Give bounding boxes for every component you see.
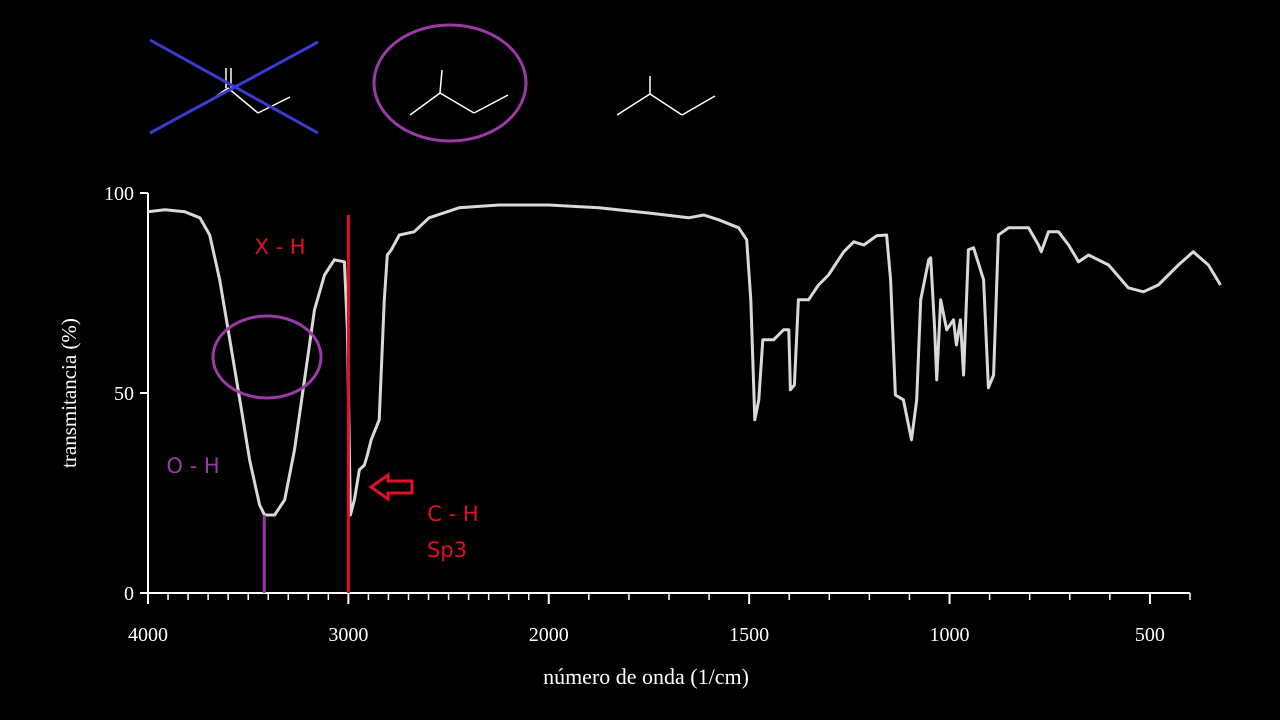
annotation: X - H bbox=[254, 235, 305, 259]
spectrum-line bbox=[147, 203, 1222, 517]
highlight-ellipse bbox=[211, 314, 323, 400]
annotation: C - H bbox=[427, 502, 478, 526]
structure-acid bbox=[204, 68, 291, 114]
x-tick-label: 500 bbox=[1135, 624, 1165, 646]
structure-amine bbox=[616, 76, 716, 116]
x-tick-label: 1000 bbox=[930, 624, 970, 646]
x-tick-label: 2000 bbox=[529, 624, 569, 646]
annotation: O - H bbox=[166, 454, 219, 478]
y-tick-label: 100 bbox=[104, 183, 134, 205]
arrow bbox=[368, 472, 414, 502]
x-axis-title: número de onda (1/cm) bbox=[543, 664, 749, 689]
x-tick-label: 3000 bbox=[328, 624, 368, 646]
highlight-ellipse bbox=[372, 23, 528, 143]
annotation: Sp3 bbox=[427, 538, 467, 562]
x-tick-label: 1500 bbox=[729, 624, 769, 646]
strike-cross bbox=[149, 38, 319, 135]
x-tick-label: 4000 bbox=[128, 624, 168, 646]
y-tick-label: 50 bbox=[114, 383, 134, 405]
y-tick-label: 0 bbox=[124, 583, 134, 605]
structure-alcohol bbox=[409, 69, 509, 116]
y-axis-title: transmitancia (%) bbox=[57, 318, 81, 468]
